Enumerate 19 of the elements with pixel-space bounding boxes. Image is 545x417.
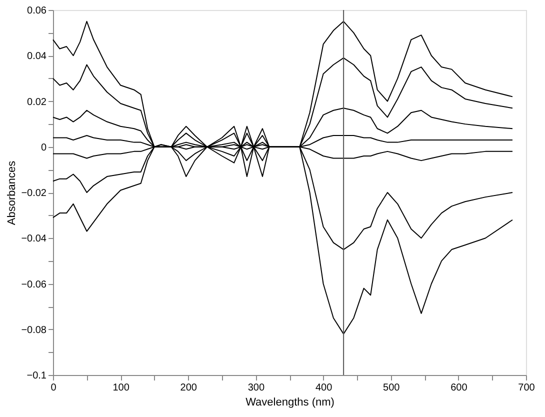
- y-tick-label: −0.08: [21, 324, 47, 336]
- x-tick-label: 600: [450, 382, 468, 394]
- x-axis-title: Wavelengths (nm): [246, 396, 334, 408]
- x-tick-label: 700: [518, 382, 536, 394]
- x-tick-label: 0: [50, 382, 57, 394]
- y-tick-label: −0.04: [21, 234, 47, 245]
- x-tick-label: 400: [315, 382, 333, 394]
- y-tick-label: −0.02: [21, 188, 47, 199]
- y-tick-label: 0: [40, 142, 47, 154]
- y-tick-label: −0.1: [26, 370, 47, 382]
- y-tick-label: 0.04: [27, 51, 47, 62]
- y-tick-label: 0.06: [27, 6, 47, 16]
- y-tick-label: −0.06: [21, 279, 47, 290]
- y-tick-label: 0.02: [27, 96, 47, 108]
- x-tick-label: 100: [112, 382, 130, 394]
- y-axis-title: Absorbances: [6, 160, 18, 226]
- x-tick-label: 300: [248, 382, 265, 394]
- x-tick-label: 500: [383, 382, 400, 394]
- x-tick-label: 200: [180, 382, 198, 394]
